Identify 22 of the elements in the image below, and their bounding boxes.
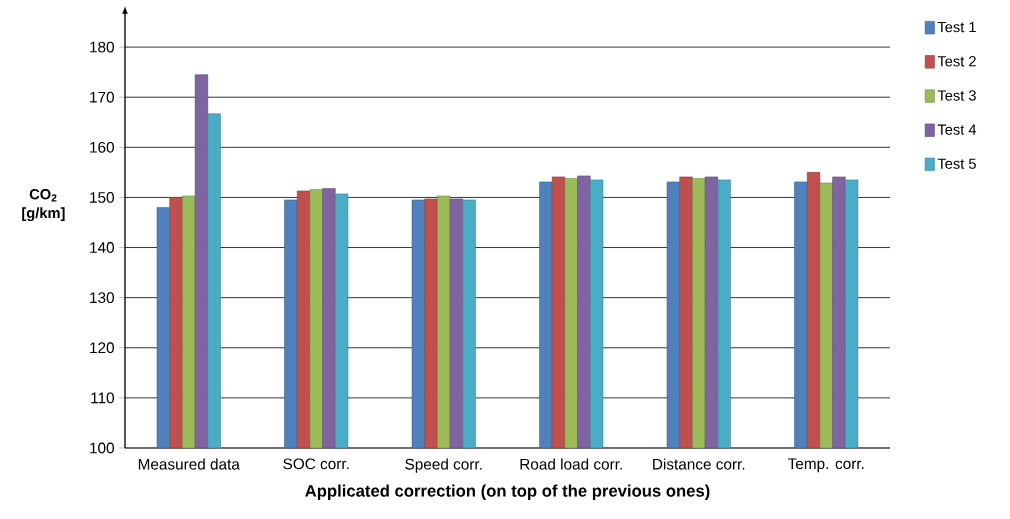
y-tick-label: 150 xyxy=(90,192,114,203)
x-tick-label: Speed corr. xyxy=(405,458,482,473)
y-tick-label: 180 xyxy=(90,41,114,53)
legend-label: Test 5 xyxy=(937,158,976,169)
y-tick-label: 130 xyxy=(90,292,114,304)
x-tick-label: Distance corr. xyxy=(653,458,745,470)
y-tick-label: 160 xyxy=(90,141,114,153)
x-axis-title: Applicated correction (on top of the previous ones) xyxy=(305,484,710,501)
x-tick-label: Measured data xyxy=(138,458,240,470)
legend-label: Test 3 xyxy=(937,90,976,101)
legend-label: Test 4 xyxy=(937,124,977,135)
x-tick-label: Road load corr. xyxy=(520,458,622,470)
y-tick-label: 140 xyxy=(90,242,114,253)
x-tick-label: SOC corr. xyxy=(283,458,349,470)
y-tick-label: 100 xyxy=(90,442,114,454)
x-tick-label: Temp. corr. xyxy=(787,458,864,473)
y-tick-label: 170 xyxy=(90,91,114,103)
legend-label: Test 2 xyxy=(937,56,976,67)
y-tick-label: 120 xyxy=(90,342,114,354)
legend-label: Test 1 xyxy=(937,21,976,33)
y-tick-label: 110 xyxy=(91,392,114,404)
text: CO$_{2}$ [g/km] xyxy=(22,189,65,222)
